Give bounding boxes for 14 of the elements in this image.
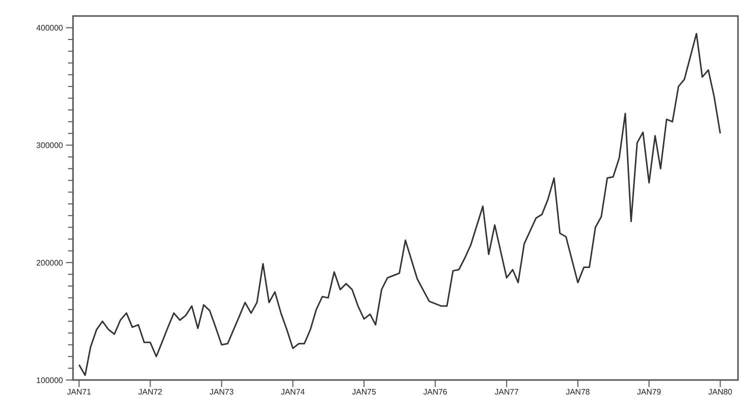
x-tick-label: JAN75 — [352, 388, 377, 397]
y-tick-label: 300000 — [36, 141, 64, 150]
x-tick-label: JAN78 — [566, 388, 590, 397]
y-tick-label: 400000 — [36, 24, 64, 33]
x-tick-label: JAN74 — [280, 388, 306, 397]
x-tick-label: JAN72 — [138, 388, 163, 397]
x-tick-label: JAN77 — [494, 388, 520, 397]
x-tick-label: JAN71 — [67, 388, 92, 397]
x-tick-label: JAN79 — [637, 388, 662, 397]
x-tick-label: JAN76 — [423, 388, 448, 397]
y-tick-label: 100000 — [36, 376, 64, 385]
y-tick-label: 200000 — [36, 258, 64, 268]
x-tick-label: JAN73 — [210, 388, 234, 397]
x-tick-label: JAN80 — [708, 388, 733, 397]
